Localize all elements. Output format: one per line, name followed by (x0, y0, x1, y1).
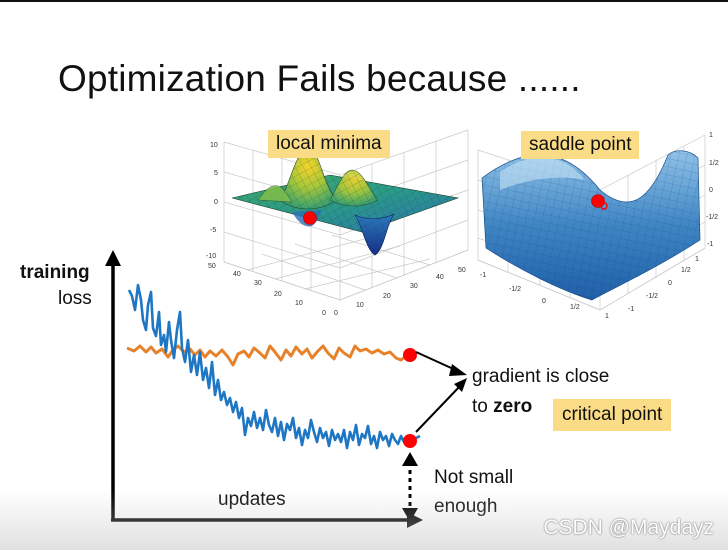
lm-ztick-0: 10 (210, 142, 218, 149)
sd-xtick-0: -1 (480, 272, 486, 279)
orange-loss-curve (126, 344, 407, 367)
top-border (0, 0, 728, 2)
training-loss-chart (105, 250, 467, 528)
lm-ztick-1: 5 (214, 170, 218, 177)
arrow-blue-head (454, 378, 467, 392)
y-axis-label-bold: training (20, 262, 90, 283)
watermark: CSDN @Maydayz (543, 516, 714, 539)
sd-ztick-2: 0 (709, 187, 713, 194)
local-minima-peak-right-mesh (330, 170, 378, 206)
gradient-text-line2: to zero (472, 396, 532, 418)
lm-xtick-0: 50 (208, 263, 216, 270)
lm-ytick-5: 50 (458, 267, 466, 274)
local-minima-bump-left (257, 185, 293, 203)
sd-ztick-0: 1 (709, 132, 713, 139)
sd-xtick-2: 0 (542, 298, 546, 305)
lm-ytick-3: 30 (410, 283, 418, 290)
dotted-arrow-top-head (402, 452, 418, 466)
lm-xtick-1: 40 (233, 271, 241, 278)
saddle-point-marker (591, 194, 605, 208)
gradient-text-prefix: to (472, 396, 488, 417)
lm-ztick-4: -10 (206, 253, 216, 260)
y-axis-label: loss (58, 288, 92, 309)
critical-point-label: critical point (553, 399, 672, 431)
sd-ztick-4: -1 (707, 241, 713, 248)
lm-ytick-4: 40 (436, 274, 444, 281)
lm-ytick-1: 10 (356, 302, 364, 309)
local-minima-peak-main-mesh (280, 148, 336, 209)
local-minima-label: local minima (268, 130, 390, 158)
lm-xtick-5: 0 (322, 310, 326, 317)
sd-xtick-3: 1/2 (570, 304, 580, 311)
lm-ztick-3: -5 (210, 227, 216, 234)
sd-ytick-3: -1/2 (646, 293, 658, 300)
local-minima-point (303, 211, 317, 225)
lm-xtick-2: 30 (254, 280, 262, 287)
bottom-fade (0, 490, 728, 550)
arrow-blue-to-text (415, 384, 462, 433)
sd-xtick-1: -1/2 (509, 286, 521, 293)
lm-ztick-2: 0 (214, 199, 218, 206)
sd-ztick-3: -1/2 (706, 214, 718, 221)
saddle-point-marker-ring (600, 202, 608, 210)
saddle-surface-mesh (482, 150, 700, 300)
gradient-text-zero: zero (493, 396, 533, 417)
lm-xtick-4: 10 (295, 300, 303, 307)
lm-ytick-0: 0 (334, 310, 338, 317)
sd-xtick-4: 1 (605, 313, 609, 320)
saddle-highlight (500, 157, 585, 190)
saddle-point-plot: 1 1/2 0 -1/2 -1 -1 -1/2 0 1/2 1 1 1/2 0 … (477, 132, 719, 320)
local-minima-plot: 10 5 0 -5 -10 50 40 30 20 10 0 0 10 20 3… (206, 129, 469, 317)
lm-xtick-3: 20 (274, 291, 282, 298)
slide-title: Optimization Fails because ...... (58, 58, 581, 99)
sd-ztick-1: 1/2 (709, 160, 719, 167)
local-minima-pit-mesh (355, 214, 394, 255)
lm-ytick-2: 20 (383, 293, 391, 300)
arrow-orange-head (449, 364, 467, 376)
saddle-point-label: saddle point (521, 131, 640, 159)
critical-point-orange (403, 348, 417, 362)
gradient-text-line1: gradient is close (472, 366, 610, 387)
sd-ytick-1: 1/2 (681, 267, 691, 274)
not-small-line1: Not small (434, 467, 514, 488)
sd-ytick-4: -1 (628, 306, 634, 313)
blue-loss-curve (127, 283, 421, 450)
sd-ytick-0: 1 (695, 256, 699, 263)
y-axis-arrowhead (105, 250, 121, 266)
critical-point-blue (403, 434, 417, 448)
sd-ytick-2: 0 (668, 280, 672, 287)
